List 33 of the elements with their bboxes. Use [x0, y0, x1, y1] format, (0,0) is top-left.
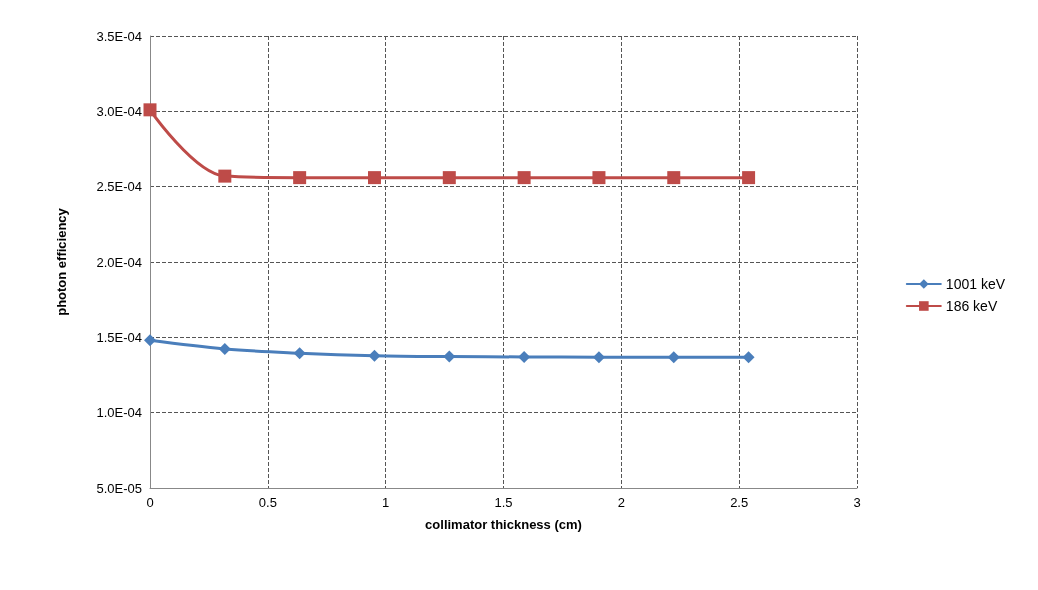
x-tick-label: 1	[382, 495, 390, 510]
x-tick-label: 2.5	[730, 495, 749, 510]
point	[367, 171, 381, 185]
x-tick-label: 2	[617, 495, 625, 510]
x-axis-title: collimator thickness (cm)	[425, 517, 582, 532]
y-tick-label: 1.0E-04	[96, 405, 142, 421]
point	[442, 171, 456, 185]
y-axis-title: photon efficiency	[54, 207, 69, 316]
x-tick-label: 0	[146, 495, 154, 510]
point	[368, 349, 381, 362]
y-tick-label: 3.0E-04	[96, 103, 142, 119]
point	[742, 351, 755, 364]
legend-label: 186 keV	[945, 298, 998, 314]
point	[143, 103, 157, 117]
point	[218, 169, 232, 183]
x-tick-label: 1.5	[494, 495, 513, 510]
y-tick-label: 2.5E-04	[96, 179, 142, 195]
point	[742, 171, 756, 185]
point	[667, 351, 680, 364]
point	[293, 347, 306, 360]
point	[592, 171, 606, 185]
point	[667, 171, 681, 185]
y-tick-label: 1.5E-04	[96, 329, 142, 345]
point	[517, 171, 531, 185]
point	[293, 171, 307, 185]
x-tick-label: 0.5	[258, 495, 277, 510]
y-tick-label: 2.0E-04	[96, 254, 142, 270]
point	[144, 334, 156, 347]
y-tick-label: 5.0E-05	[96, 480, 142, 496]
point	[218, 342, 231, 355]
legend-label: 1001 keV	[945, 276, 1006, 292]
y-tick-label: 3.5E-04	[96, 28, 142, 44]
x-tick-label: 3	[853, 495, 861, 510]
